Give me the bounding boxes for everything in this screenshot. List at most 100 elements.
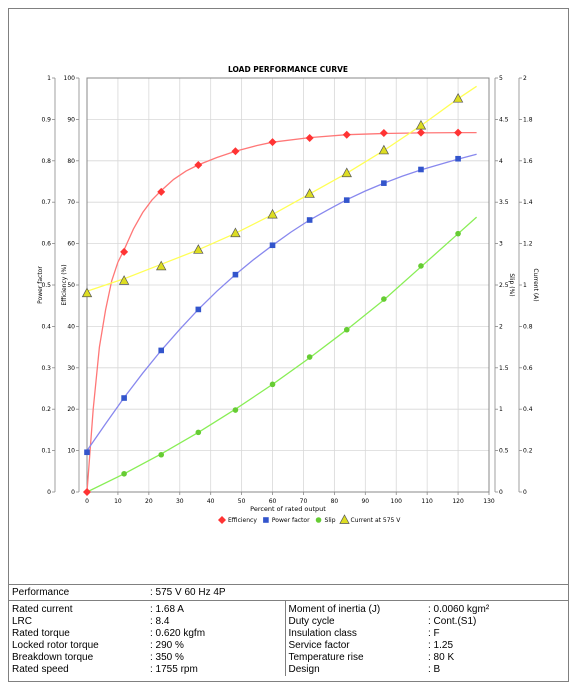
spec-value: : Cont.(S1) xyxy=(428,616,477,627)
spec-label: Insulation class xyxy=(288,628,357,639)
power-factor-point xyxy=(158,347,165,354)
spec-label: Design xyxy=(288,664,320,675)
spec-value: : 350 % xyxy=(147,652,286,664)
efficiency-point xyxy=(305,134,314,143)
spec-label: Breakdown torque xyxy=(12,652,94,663)
spec-label: Duty cycle xyxy=(288,616,335,627)
x-tick-label: 10 xyxy=(114,498,122,505)
current-at-575-v-point xyxy=(118,275,130,285)
efficiency-point xyxy=(83,488,91,496)
slip-point xyxy=(381,296,387,302)
spec-value: : 1.25 xyxy=(428,640,454,651)
spec-value: : 8.4 xyxy=(147,616,286,628)
efficiency-curve xyxy=(86,131,477,493)
y-tick-label: 0.6 xyxy=(523,365,533,372)
current-axis-title: Current (A) xyxy=(532,268,539,301)
slip-legend-label: Slip xyxy=(325,517,336,524)
spec-label: Service factor xyxy=(288,640,350,651)
spec-value: : 1755 rpm xyxy=(147,664,286,676)
x-tick-label: 130 xyxy=(483,498,495,505)
plot-area-border xyxy=(86,77,490,493)
current-at-575-v-point xyxy=(267,208,278,219)
efficiency-point xyxy=(416,128,425,137)
chart-title: LOAD PERFORMANCE CURVE xyxy=(228,65,348,74)
current-at-575-v-legend-marker xyxy=(339,514,350,524)
y-tick-label: 0.2 xyxy=(523,448,533,455)
power-factor-point xyxy=(84,449,90,456)
power-factor-point xyxy=(121,395,127,401)
spec-label: Moment of inertia (J) xyxy=(288,604,381,615)
slip-point xyxy=(455,230,461,237)
x-tick-label: 80 xyxy=(331,498,339,505)
efficiency-axis-title: Efficiency (%) xyxy=(61,264,68,305)
y-tick-label: 60 xyxy=(67,241,75,248)
current-at-575-v-point xyxy=(415,119,427,130)
y-tick-label: 0.4 xyxy=(41,323,51,330)
y-tick-label: 0.3 xyxy=(41,365,51,372)
y-tick-label: 0.6 xyxy=(41,241,51,248)
y-tick-label: 0.7 xyxy=(41,199,51,206)
y-tick-label: 1 xyxy=(47,75,51,82)
y-tick-label: 1.2 xyxy=(523,241,533,248)
efficiency-point xyxy=(454,128,463,137)
spec-row: LRC : 8.4 Duty cycle : Cont.(S1) xyxy=(9,616,568,628)
y-tick-label: 1.8 xyxy=(523,116,533,123)
power-factor-axis-title: Power factor xyxy=(37,266,44,304)
spec-label: LRC xyxy=(12,616,33,627)
current-at-575-v-point xyxy=(452,92,464,103)
spec-value: : 80 K xyxy=(428,652,455,663)
spec-row: Rated torque : 0.620 kgfm Insulation cla… xyxy=(9,628,568,640)
y-tick-label: 50 xyxy=(67,282,75,289)
x-tick-label: 100 xyxy=(391,498,403,505)
y-tick-label: 3 xyxy=(499,241,503,248)
y-tick-label: 20 xyxy=(67,406,75,413)
spec-label: Rated current xyxy=(12,604,73,615)
y-tick-label: 0.8 xyxy=(41,158,51,165)
slip-point xyxy=(232,407,239,413)
y-tick-label: 0 xyxy=(523,489,527,496)
current-at-575-v-point xyxy=(341,167,352,178)
power-factor-point xyxy=(269,242,276,249)
y-tick-label: 0.5 xyxy=(41,282,51,289)
performance-value: : 575 V 60 Hz 4P xyxy=(147,584,568,601)
x-tick-label: 60 xyxy=(269,498,277,505)
efficiency-point xyxy=(120,247,129,256)
slip-point xyxy=(158,451,165,458)
performance-label: Performance xyxy=(9,584,147,601)
y-tick-label: 40 xyxy=(67,323,75,330)
spec-row: Breakdown torque : 350 % Temperature ris… xyxy=(9,652,568,664)
x-tick-label: 110 xyxy=(421,498,433,505)
power-factor-legend-marker xyxy=(263,517,269,523)
slip-legend-marker xyxy=(315,517,322,523)
y-tick-label: 2.5 xyxy=(499,282,509,289)
y-tick-label: 0 xyxy=(47,489,51,496)
spec-value: : 1.68 A xyxy=(147,600,286,616)
slip-point xyxy=(306,354,313,360)
efficiency-point xyxy=(157,187,166,196)
y-tick-label: 90 xyxy=(67,116,75,123)
current-at-575-v-point xyxy=(378,144,390,155)
y-tick-label: 2 xyxy=(523,75,527,82)
y-tick-label: 0 xyxy=(71,489,75,496)
y-tick-label: 70 xyxy=(67,199,75,206)
spec-value: : 0.620 kgfm xyxy=(147,628,286,640)
y-tick-label: 0.8 xyxy=(523,323,533,330)
current-at-575-v-point xyxy=(156,260,167,271)
y-tick-label: 0.4 xyxy=(523,406,533,413)
slip-point xyxy=(195,429,202,436)
y-tick-label: 1.4 xyxy=(523,199,533,206)
current-at-575-v-point xyxy=(230,227,241,238)
x-tick-label: 40 xyxy=(207,498,215,505)
y-tick-label: 4 xyxy=(499,158,503,165)
power-factor-point xyxy=(343,197,350,203)
spec-row: Rated speed : 1755 rpm Design : B xyxy=(9,664,568,676)
power-factor-point xyxy=(381,180,387,186)
y-tick-label: 1 xyxy=(499,406,503,413)
slip-point xyxy=(121,470,127,477)
power-factor-point xyxy=(195,306,202,313)
performance-row: Performance : 575 V 60 Hz 4P xyxy=(9,584,568,601)
slip-point xyxy=(269,381,276,388)
x-tick-label: 90 xyxy=(361,498,369,505)
y-tick-label: 0.9 xyxy=(41,116,51,123)
current-at-575-v-point xyxy=(81,287,93,298)
